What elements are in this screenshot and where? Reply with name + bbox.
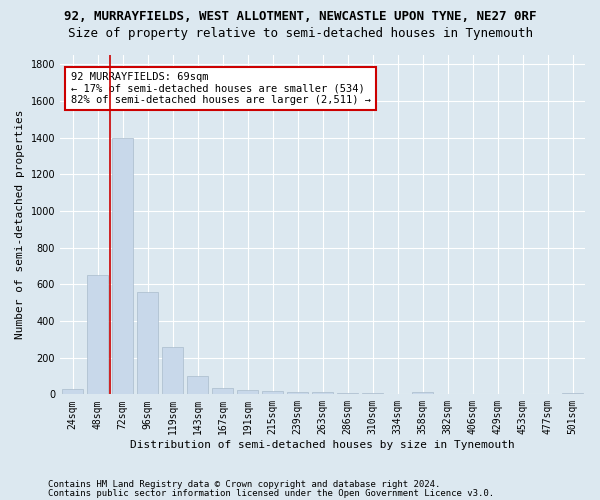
Bar	[162, 346, 183, 395]
Bar	[412, 392, 433, 394]
Bar	[112, 138, 133, 394]
Text: 92 MURRAYFIELDS: 69sqm
← 17% of semi-detached houses are smaller (534)
82% of se: 92 MURRAYFIELDS: 69sqm ← 17% of semi-det…	[71, 72, 371, 105]
X-axis label: Distribution of semi-detached houses by size in Tynemouth: Distribution of semi-detached houses by …	[130, 440, 515, 450]
Bar	[237, 390, 258, 394]
Bar	[87, 275, 108, 394]
Bar	[62, 389, 83, 394]
Bar	[287, 392, 308, 394]
Text: Contains HM Land Registry data © Crown copyright and database right 2024.: Contains HM Land Registry data © Crown c…	[48, 480, 440, 489]
Bar	[187, 376, 208, 394]
Text: 92, MURRAYFIELDS, WEST ALLOTMENT, NEWCASTLE UPON TYNE, NE27 0RF: 92, MURRAYFIELDS, WEST ALLOTMENT, NEWCAS…	[64, 10, 536, 23]
Bar	[312, 392, 333, 394]
Bar	[137, 292, 158, 395]
Text: Size of property relative to semi-detached houses in Tynemouth: Size of property relative to semi-detach…	[67, 28, 533, 40]
Bar	[212, 388, 233, 394]
Y-axis label: Number of semi-detached properties: Number of semi-detached properties	[15, 110, 25, 340]
Text: Contains public sector information licensed under the Open Government Licence v3: Contains public sector information licen…	[48, 488, 494, 498]
Bar	[262, 391, 283, 394]
